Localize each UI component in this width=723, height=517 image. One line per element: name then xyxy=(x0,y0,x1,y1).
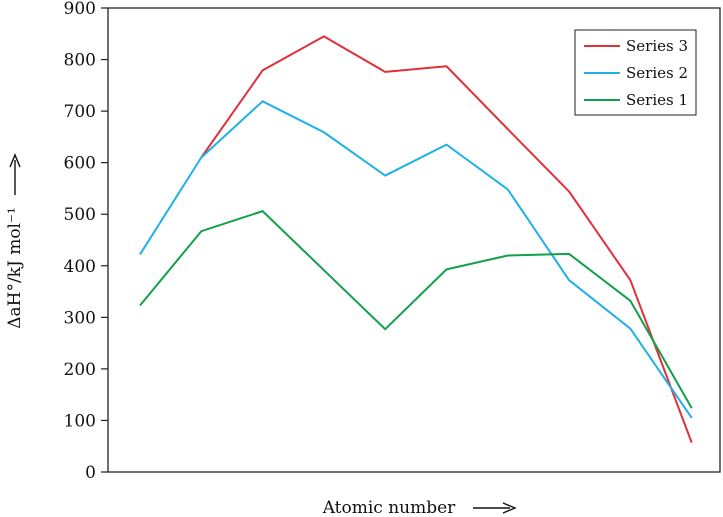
series-line-series-1 xyxy=(139,210,693,409)
y-tick-label: 700 xyxy=(64,102,96,122)
legend-label: Series 2 xyxy=(626,64,688,82)
y-tick-label: 100 xyxy=(64,411,96,431)
y-tick-label: 300 xyxy=(64,308,96,328)
legend: Series 3 Series 2 Series 1 xyxy=(574,29,697,116)
y-tick-label: 800 xyxy=(64,51,96,71)
legend-label: Series 3 xyxy=(626,37,688,55)
y-tick-label: 900 xyxy=(64,0,96,19)
series-line-series-2 xyxy=(139,100,693,419)
x-axis-title: Atomic number xyxy=(322,498,456,517)
y-tick-label: 600 xyxy=(64,154,96,174)
x-axis-arrow xyxy=(473,502,517,514)
y-axis-title: ΔaH°/kJ mol⁻¹ xyxy=(5,207,25,329)
series-lines xyxy=(139,35,693,443)
legend-label: Series 1 xyxy=(626,91,688,109)
series-line-series-3 xyxy=(200,35,693,443)
y-tick-label: 200 xyxy=(64,360,96,380)
y-tick-label: 500 xyxy=(64,205,96,225)
y-axis-ticks: 0 100 200 300 400 500 600 700 800 900 xyxy=(64,0,108,483)
y-axis-arrow xyxy=(9,153,21,195)
y-tick-label: 400 xyxy=(64,257,96,277)
plot-frame xyxy=(107,7,721,473)
y-tick-label: 0 xyxy=(85,463,96,483)
